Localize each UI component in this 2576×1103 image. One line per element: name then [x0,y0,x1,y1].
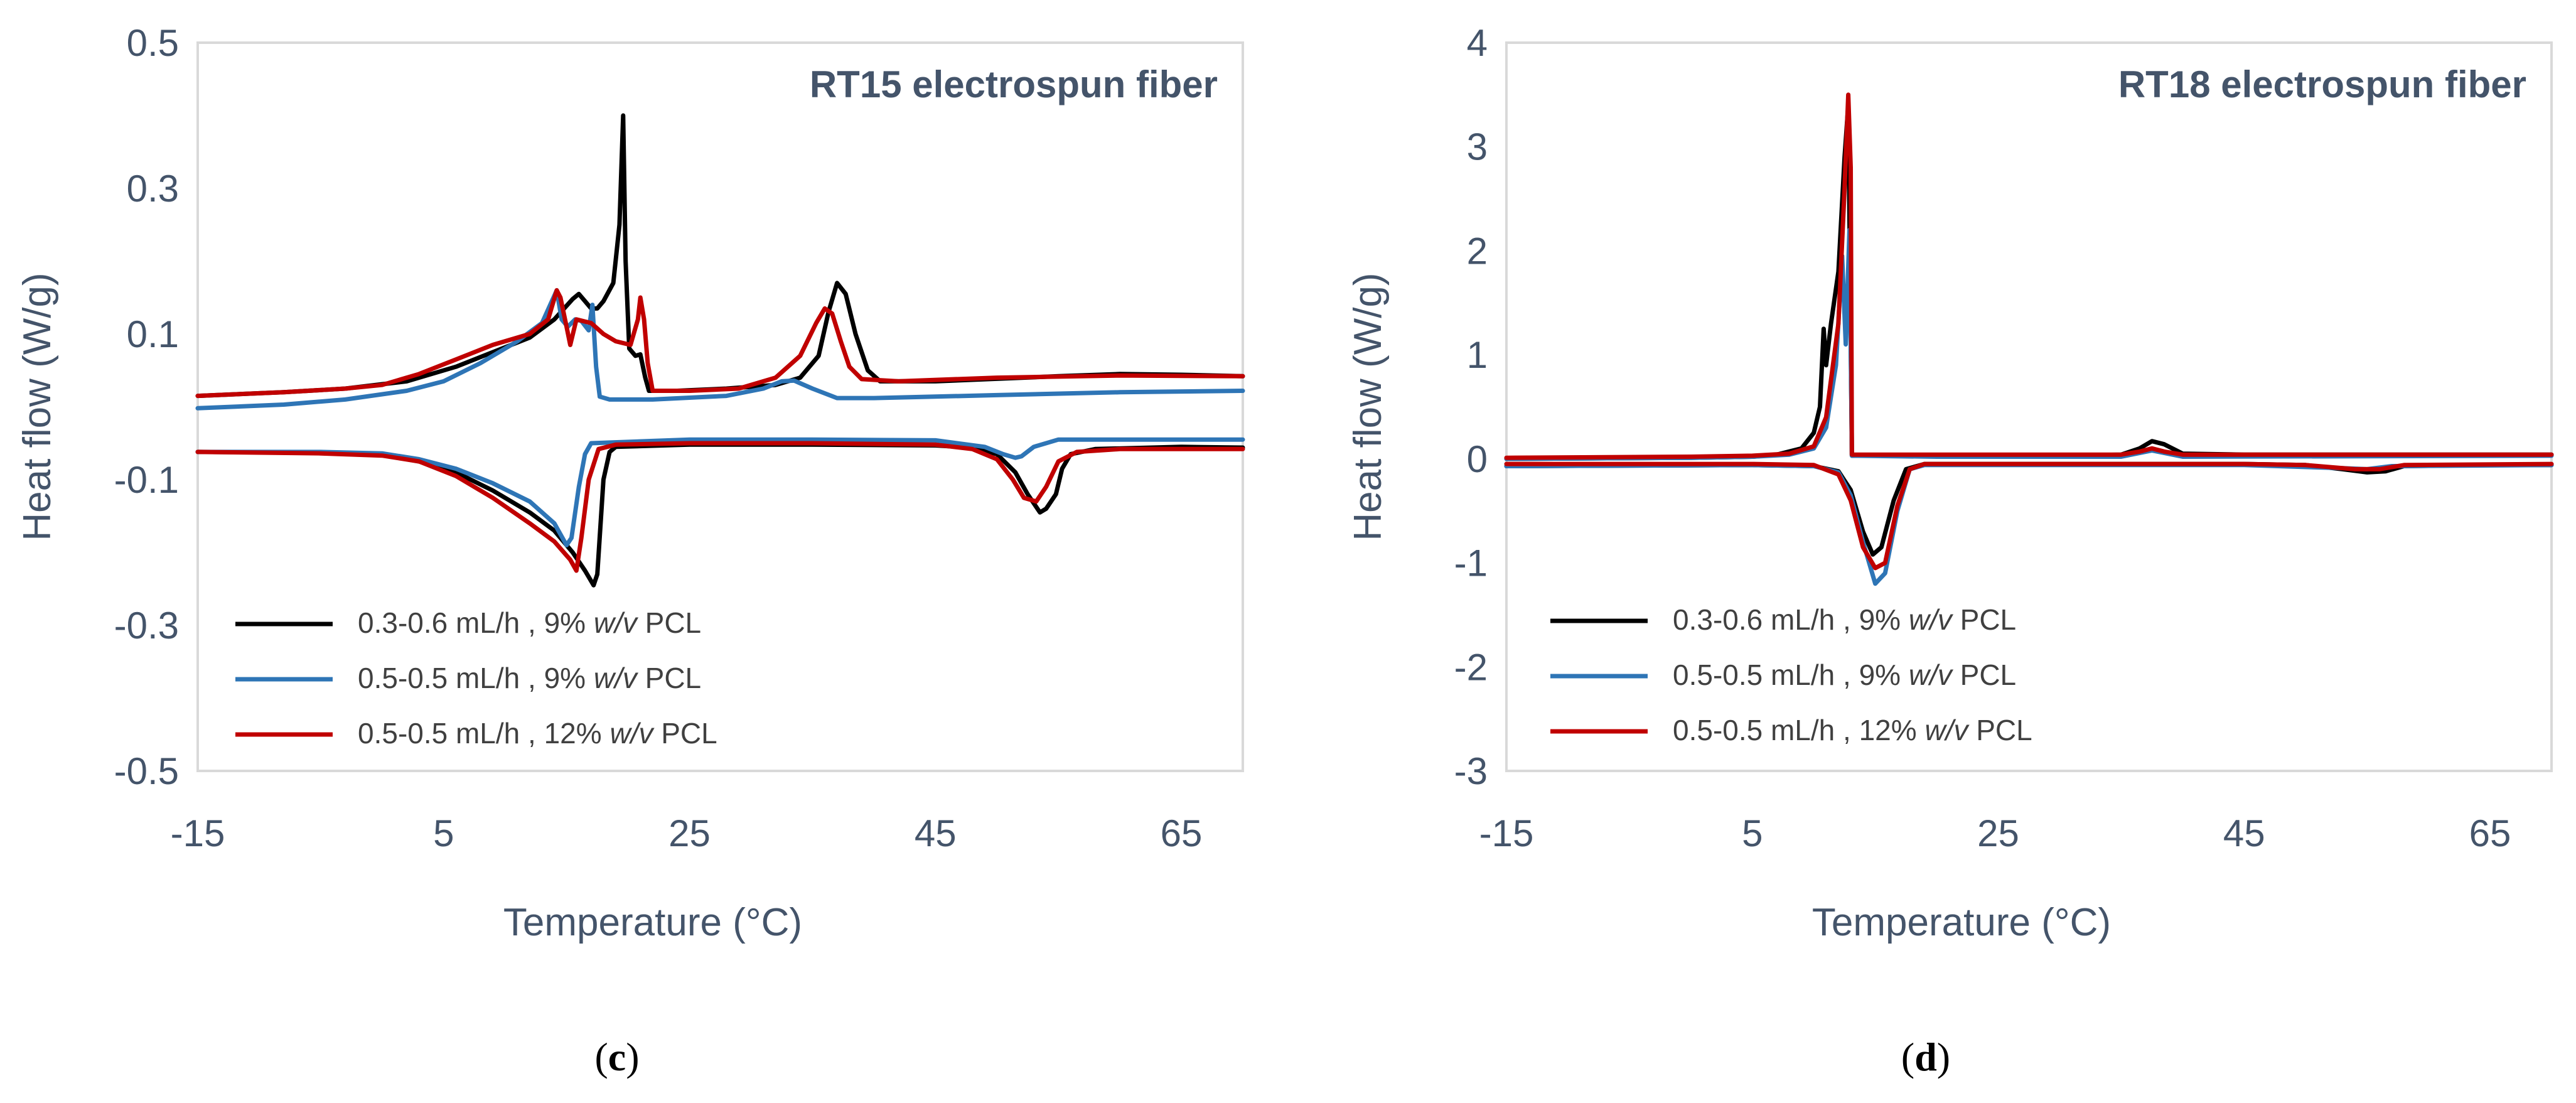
legend-label-italic: w/v [1909,659,1960,691]
legend-entry: 0.5-0.5 mL/h , 9% w/v PCL [358,662,701,694]
y-axis-title: Heat flow (W/g) [1346,272,1390,541]
legend-entry: 0.5-0.5 mL/h , 9% w/v PCL [1673,659,2016,691]
legend-label-tail: PCL [645,662,701,694]
legend-label-italic: w/v [1909,603,1960,636]
x-axis-title: Temperature (°C) [503,901,802,944]
x-tick-labels: -15 5 25 45 65 [1479,812,2511,854]
panel-label: (c) [594,1035,639,1079]
legend-label-tail: PCL [1976,714,2032,746]
legend-label: 0.5-0.5 mL/h , 12% [1673,714,1924,746]
y-tick-label: 4 [1467,22,1488,64]
y-tick-label: -2 [1454,646,1488,688]
x-tick-labels: -15 5 25 45 65 [171,812,1203,854]
x-tick-label: 45 [915,812,957,854]
x-tick-label: -15 [1479,812,1534,854]
series-line-3-cooling [195,288,1245,399]
legend-label: 0.3-0.6 mL/h , 9% [358,606,594,639]
y-tick-labels: 0.5 0.3 0.1 -0.1 -0.3 -0.5 [114,22,179,792]
y-tick-label: -3 [1454,750,1488,792]
series-lines [195,113,1245,588]
y-tick-label: -0.5 [114,750,179,792]
y-tick-label: 2 [1467,230,1488,272]
x-axis-title: Temperature (°C) [1812,901,2111,944]
series-lines [1504,92,2554,586]
series-line-3-heating [1504,461,2554,571]
legend-label-italic: w/v [1924,714,1976,746]
legend-label-tail: PCL [661,717,717,750]
legend-entry: 0.3-0.6 mL/h , 9% w/v PCL [358,606,701,639]
legend-entry: 0.3-0.6 mL/h , 9% w/v PCL [1673,603,2016,636]
panel-label: (d) [1901,1035,1950,1079]
legend-entry: 0.5-0.5 mL/h , 12% w/v PCL [1673,714,2032,746]
y-axis-title: Heat flow (W/g) [16,272,59,541]
plot-area [196,41,1244,772]
y-tick-label: 1 [1467,334,1488,376]
x-tick-label: 25 [1977,812,2019,854]
plot-area [1505,41,2553,772]
legend-label-tail: PCL [1960,659,2016,691]
series-line-3-heating [195,441,1245,573]
legend-label: 0.5-0.5 mL/h , 12% [358,717,609,750]
legend-entry: 0.5-0.5 mL/h , 12% w/v PCL [358,717,717,750]
y-tick-labels: 4 3 2 1 0 -1 -2 -3 [1454,22,1488,792]
series-line-2-heating [195,437,1245,547]
y-tick-label: 3 [1467,126,1488,168]
x-tick-label: 65 [2469,812,2511,854]
chart-title: RT18 electrospun fiber [2118,63,2526,105]
x-tick-label: 45 [2223,812,2265,854]
y-tick-label: -0.3 [114,605,179,647]
legend-label-italic: w/v [594,662,645,694]
x-tick-label: 25 [668,812,711,854]
series-line-1-cooling [195,113,1245,399]
x-tick-label: 65 [1161,812,1203,854]
series-line-3-cooling [1504,92,2554,460]
chart-title: RT15 electrospun fiber [810,63,1218,105]
y-tick-label: 0.5 [127,22,179,64]
panel-letter: d [1914,1035,1937,1079]
legend-label: 0.5-0.5 mL/h , 9% [1673,659,1909,691]
legend-label-italic: w/v [594,606,645,639]
x-tick-label: 5 [1742,812,1763,854]
y-tick-label: 0.1 [127,313,179,355]
panel-letter: c [608,1035,626,1079]
y-tick-label: 0.3 [127,168,179,210]
x-tick-label: 5 [433,812,454,854]
y-tick-label: -0.1 [114,459,179,501]
legend-label: 0.5-0.5 mL/h , 9% [358,662,594,694]
legend-label: 0.3-0.6 mL/h , 9% [1673,603,1909,636]
legend-label-tail: PCL [1960,603,2016,636]
series-line-2-cooling [195,288,1245,411]
y-tick-label: -1 [1454,542,1488,584]
legend-label-italic: w/v [609,717,661,750]
chart-panel-d: 4 3 2 1 0 -1 -2 -3 -15 5 25 45 65 RT18 electrospun … [1346,22,2554,1079]
legend-label-tail: PCL [645,606,701,639]
x-tick-label: -15 [171,812,225,854]
chart-panel-c: 0.5 0.3 0.1 -0.1 -0.3 -0.5 -15 5 25 45 65 RT15 el… [16,22,1245,1079]
y-tick-label: 0 [1467,438,1488,480]
